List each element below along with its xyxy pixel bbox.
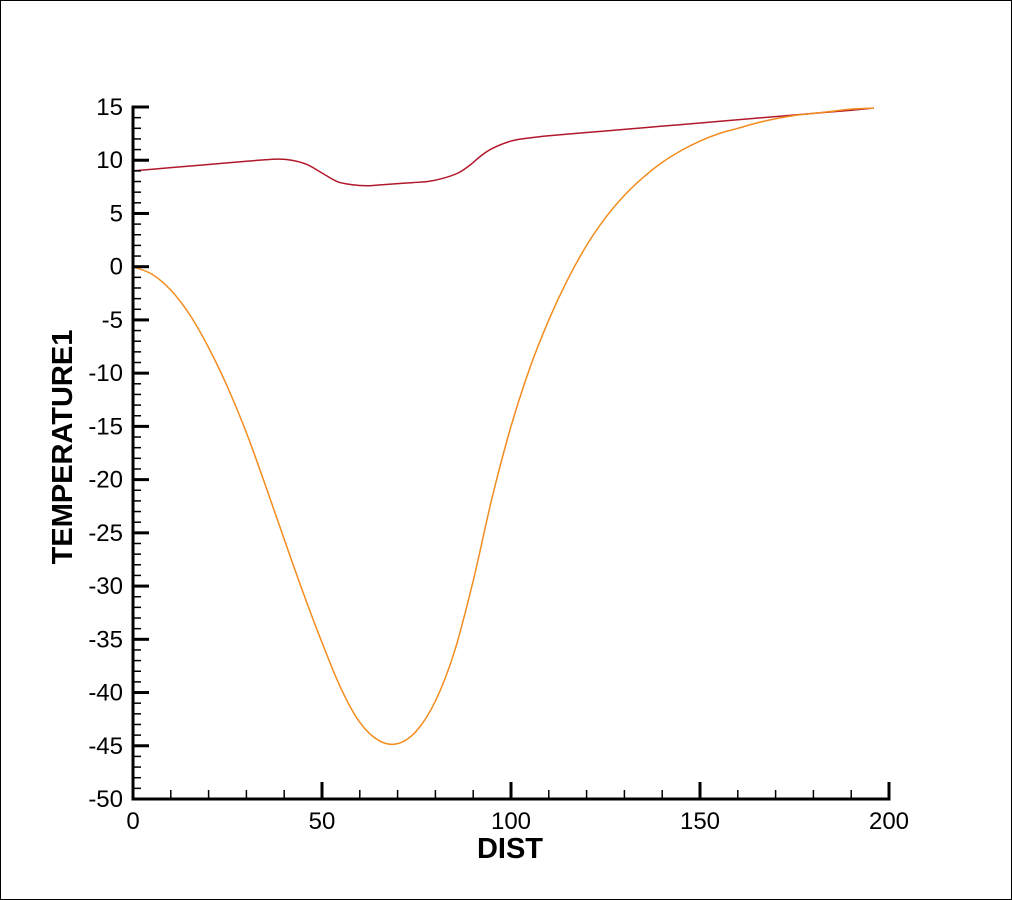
- y-tick-label: 15: [96, 94, 123, 121]
- axes-layer: [131, 105, 891, 801]
- y-tick-label: 5: [110, 200, 123, 227]
- x-tick-label: 100: [491, 808, 531, 835]
- y-tick-label: -45: [88, 733, 123, 760]
- y-tick-label: 0: [110, 254, 123, 281]
- y-tick-label: -50: [88, 786, 123, 813]
- y-tick-label: -25: [88, 520, 123, 547]
- series-line-lower: [132, 107, 874, 746]
- x-tick-label: 150: [680, 808, 720, 835]
- ticks-layer: [131, 105, 891, 801]
- series-line-upper: [132, 107, 874, 187]
- tick-labels-layer: 0 50 100 150 200151050-5-10-15-20-25-30-35-4…: [88, 94, 909, 835]
- x-tick-label: 0: [126, 808, 139, 835]
- x-tick-label: 200: [869, 808, 909, 835]
- y-tick-label: 10: [96, 147, 123, 174]
- y-tick-label: -30: [88, 573, 123, 600]
- y-tick-label: -20: [88, 467, 123, 494]
- y-tick-label: -10: [88, 360, 123, 387]
- y-tick-label: -40: [88, 680, 123, 707]
- x-tick-label: 50: [309, 808, 336, 835]
- y-tick-label: -35: [88, 626, 123, 653]
- y-tick-label: -15: [88, 413, 123, 440]
- y-tick-label: -5: [102, 307, 123, 334]
- y-axis-title: TEMPERATURE1: [47, 330, 79, 565]
- x-axis-title: DIST: [477, 833, 543, 865]
- series-layer: [132, 107, 874, 746]
